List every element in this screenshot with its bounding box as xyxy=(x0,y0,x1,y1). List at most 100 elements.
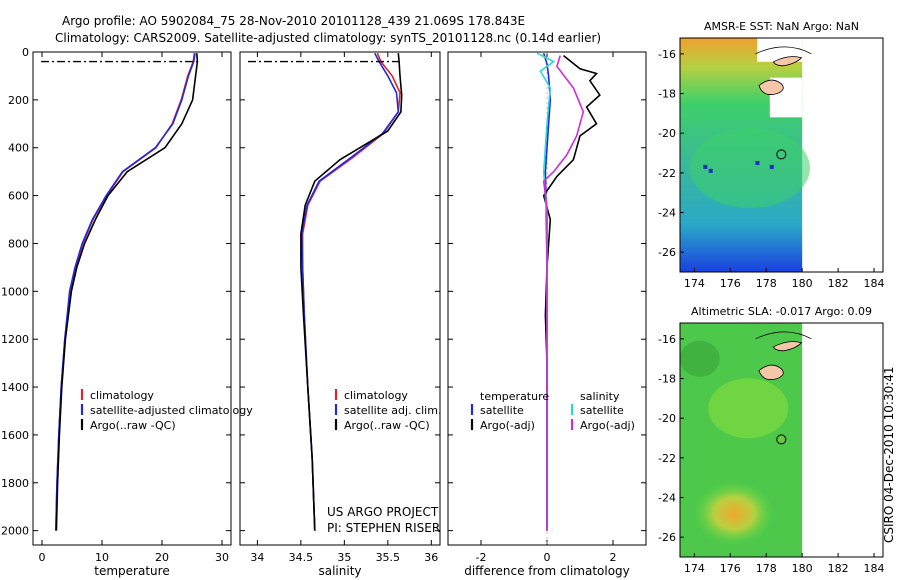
x-tick-label: 34.5 xyxy=(289,551,314,564)
y-tick-label: 1200 xyxy=(1,333,29,346)
y-tick-label: 1800 xyxy=(1,477,29,490)
legend-label: salinity xyxy=(580,390,620,403)
x-tick-label: 178 xyxy=(756,562,777,575)
land-mask xyxy=(757,38,803,62)
salinity-panel: 34 34.5 35 35.5 36 salinity climatology satelli… xyxy=(239,51,441,578)
header-title: Argo profile: AO 5902084_75 28-Nov-2010 … xyxy=(62,14,525,28)
y-tick-label: -26 xyxy=(658,531,676,544)
cold-pixel xyxy=(755,160,760,165)
reef-outline xyxy=(755,331,812,340)
series-line-1 xyxy=(55,53,196,531)
y-tick-label: -22 xyxy=(658,167,676,180)
x-tick-label: 34 xyxy=(250,551,264,564)
map-frame xyxy=(679,322,884,558)
series-line-1 xyxy=(300,52,400,531)
x-tick-label: 10 xyxy=(95,551,109,564)
sst-map-panel: AMSR-E SST: NaN Argo: NaN 174 176 178 180 182… xyxy=(658,20,884,290)
island-viti-levu xyxy=(758,79,784,95)
legend-label: satellite xyxy=(480,404,524,417)
x-axis-label: temperature xyxy=(94,564,169,578)
series-line-2 xyxy=(300,53,403,531)
sla-map-panel: Altimetric SLA: -0.017 Argo: 0.09 174 176 1… xyxy=(658,305,884,575)
series-line-1 xyxy=(542,54,601,531)
y-tick-label: 200 xyxy=(8,94,29,107)
y-tick-label: 0 xyxy=(22,46,29,59)
x-tick-label: 174 xyxy=(684,562,705,575)
cold-pixel xyxy=(703,164,708,169)
legend-label: Argo(-adj) xyxy=(580,419,635,432)
x-axis-label: difference from climatology xyxy=(464,564,630,578)
legend-label: climatology xyxy=(344,389,408,402)
y-tick-label: -20 xyxy=(658,412,676,425)
project-label: US ARGO PROJECT xyxy=(327,505,439,519)
cold-pixel xyxy=(708,168,713,173)
legend-label: satellite adj. clim. xyxy=(344,404,441,417)
x-tick-label: 36 xyxy=(424,551,438,564)
reef-outline xyxy=(755,46,812,55)
sla-patch xyxy=(708,378,789,439)
series-line-2 xyxy=(55,53,199,531)
y-tick-label: -26 xyxy=(658,246,676,259)
x-tick-label: 176 xyxy=(720,277,741,290)
plot-frame xyxy=(32,51,232,546)
series-line-0 xyxy=(301,52,401,531)
series-line-3 xyxy=(542,55,585,531)
legend-label: satellite-adjusted climatology xyxy=(90,404,253,417)
x-tick-label: 0 xyxy=(39,551,46,564)
x-tick-label: 20 xyxy=(155,551,169,564)
x-tick-label: 174 xyxy=(684,277,705,290)
y-tick-label: 800 xyxy=(8,237,29,250)
x-tick-label: 30 xyxy=(215,551,229,564)
plot-frame xyxy=(239,51,441,546)
y-tick-label: 2000 xyxy=(1,525,29,538)
y-tick-label: 1400 xyxy=(1,381,29,394)
y-tick-label: -18 xyxy=(658,88,676,101)
x-tick-label: 0 xyxy=(544,551,551,564)
sla-low xyxy=(679,340,720,377)
island-vanua-levu xyxy=(772,56,803,67)
x-tick-label: 2 xyxy=(610,551,617,564)
series-line-2 xyxy=(536,52,556,531)
header-climatology: Climatology: CARS2009. Satellite-adjuste… xyxy=(55,31,601,45)
cold-pixel xyxy=(769,164,774,169)
sla-high xyxy=(693,481,774,546)
map-frame xyxy=(679,37,884,273)
y-tick-label: -18 xyxy=(658,373,676,386)
y-tick-label: 600 xyxy=(8,190,29,203)
x-tick-label: 176 xyxy=(720,562,741,575)
y-tick-label: 1000 xyxy=(1,285,29,298)
argo-position-marker xyxy=(776,434,787,445)
sst-warm-patch xyxy=(690,128,810,208)
x-tick-label: 35 xyxy=(337,551,351,564)
x-tick-label: 180 xyxy=(792,562,813,575)
y-tick-label: -24 xyxy=(658,492,676,505)
legend-label: Argo(-adj) xyxy=(480,419,535,432)
x-tick-label: 35.5 xyxy=(376,551,401,564)
legend-label: temperature xyxy=(480,390,549,403)
y-tick-label: -16 xyxy=(658,48,676,61)
x-tick-label: 184 xyxy=(864,562,885,575)
credit-label: CSIRO 04-Dec-2010 10:30:41 xyxy=(882,366,896,543)
x-tick-label: 178 xyxy=(756,277,777,290)
y-tick-label: -16 xyxy=(658,333,676,346)
x-axis-label: salinity xyxy=(318,564,361,578)
x-tick-label: -2 xyxy=(476,551,487,564)
island-vanua-levu xyxy=(772,341,803,352)
x-tick-label: 180 xyxy=(792,277,813,290)
y-tick-label: 1600 xyxy=(1,429,29,442)
legend-label: satellite xyxy=(580,404,624,417)
y-tick-label: -20 xyxy=(658,127,676,140)
argo-position-marker xyxy=(776,149,787,160)
legend-label: Argo(..raw -QC) xyxy=(344,419,430,432)
x-tick-label: 182 xyxy=(828,562,849,575)
y-tick-label: 400 xyxy=(8,142,29,155)
y-tick-label: -22 xyxy=(658,452,676,465)
y-tick-label: -24 xyxy=(658,207,676,220)
temperature-panel: 0 10 20 30 0 200 400 600 800 1000 1200 1400 1600 1800… xyxy=(1,46,253,578)
legend-label: Argo(..raw -QC) xyxy=(90,419,176,432)
legend-label: climatology xyxy=(90,389,154,402)
x-tick-label: 182 xyxy=(828,277,849,290)
x-tick-label: 184 xyxy=(864,277,885,290)
